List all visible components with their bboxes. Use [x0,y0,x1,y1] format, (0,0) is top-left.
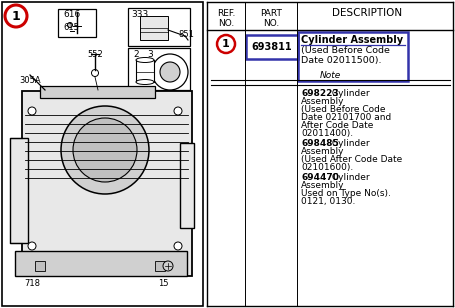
Circle shape [174,107,182,115]
Text: Assembly: Assembly [301,181,344,190]
Bar [15,251,187,276]
Circle shape [174,242,182,250]
Bar [155,261,165,271]
Bar [58,9,96,37]
Text: 552: 552 [87,50,103,59]
Text: Cylinder: Cylinder [329,139,369,148]
Text: Date 02101700 and: Date 02101700 and [301,113,391,122]
Text: Cylinder: Cylinder [329,89,369,98]
Text: 718: 718 [24,279,40,288]
Text: 615: 615 [63,23,79,32]
Text: Cylinder Assembly: Cylinder Assembly [301,35,403,45]
Text: 698223: 698223 [301,89,339,98]
Circle shape [163,261,173,271]
Circle shape [73,118,137,182]
Text: (Used Before Code
Date 02011500).: (Used Before Code Date 02011500). [301,46,390,65]
Bar [35,261,45,271]
Text: After Code Date: After Code Date [301,121,374,130]
Text: Note: Note [319,71,341,80]
Text: Assembly: Assembly [301,147,344,156]
Circle shape [5,5,27,27]
Bar [2,2,203,306]
Text: PART
NO.: PART NO. [260,9,282,28]
Circle shape [28,242,36,250]
Text: 698485: 698485 [301,139,339,148]
Circle shape [160,62,180,82]
Bar [22,91,192,276]
Text: 851: 851 [178,30,194,39]
Circle shape [152,54,188,90]
Text: 693811: 693811 [252,42,292,52]
Ellipse shape [136,79,154,84]
Text: 1: 1 [222,39,230,49]
Text: 0121, 0130.: 0121, 0130. [301,197,355,206]
Text: Used on Type No(s).: Used on Type No(s). [301,189,391,198]
Circle shape [28,107,36,115]
Bar [40,86,155,98]
Bar [140,16,168,40]
Bar [180,143,194,228]
Circle shape [61,106,149,194]
Ellipse shape [136,58,154,63]
Text: 333: 333 [131,10,149,19]
Circle shape [67,22,72,27]
Bar [10,138,28,243]
Text: 1: 1 [12,10,20,22]
Text: 02101600).: 02101600). [301,163,353,172]
Text: Assembly: Assembly [301,97,344,106]
Text: 02011400).: 02011400). [301,129,353,138]
Bar [22,91,192,276]
Bar [128,8,190,46]
Circle shape [91,70,98,76]
Text: 694470: 694470 [301,173,339,182]
Text: (Used After Code Date: (Used After Code Date [301,155,402,164]
Text: DESCRIPTION: DESCRIPTION [332,8,402,18]
Text: 305A: 305A [19,76,40,85]
Text: 616: 616 [63,10,81,19]
Circle shape [217,35,235,53]
Text: 2: 2 [133,50,139,59]
Text: (Used Before Code: (Used Before Code [301,105,385,114]
Text: REF.
NO.: REF. NO. [217,9,235,28]
Bar [128,48,190,90]
FancyBboxPatch shape [246,35,298,59]
Bar [136,60,154,82]
Text: 15: 15 [158,279,168,288]
Text: Cylinder: Cylinder [329,173,369,182]
Text: 3: 3 [147,50,153,59]
